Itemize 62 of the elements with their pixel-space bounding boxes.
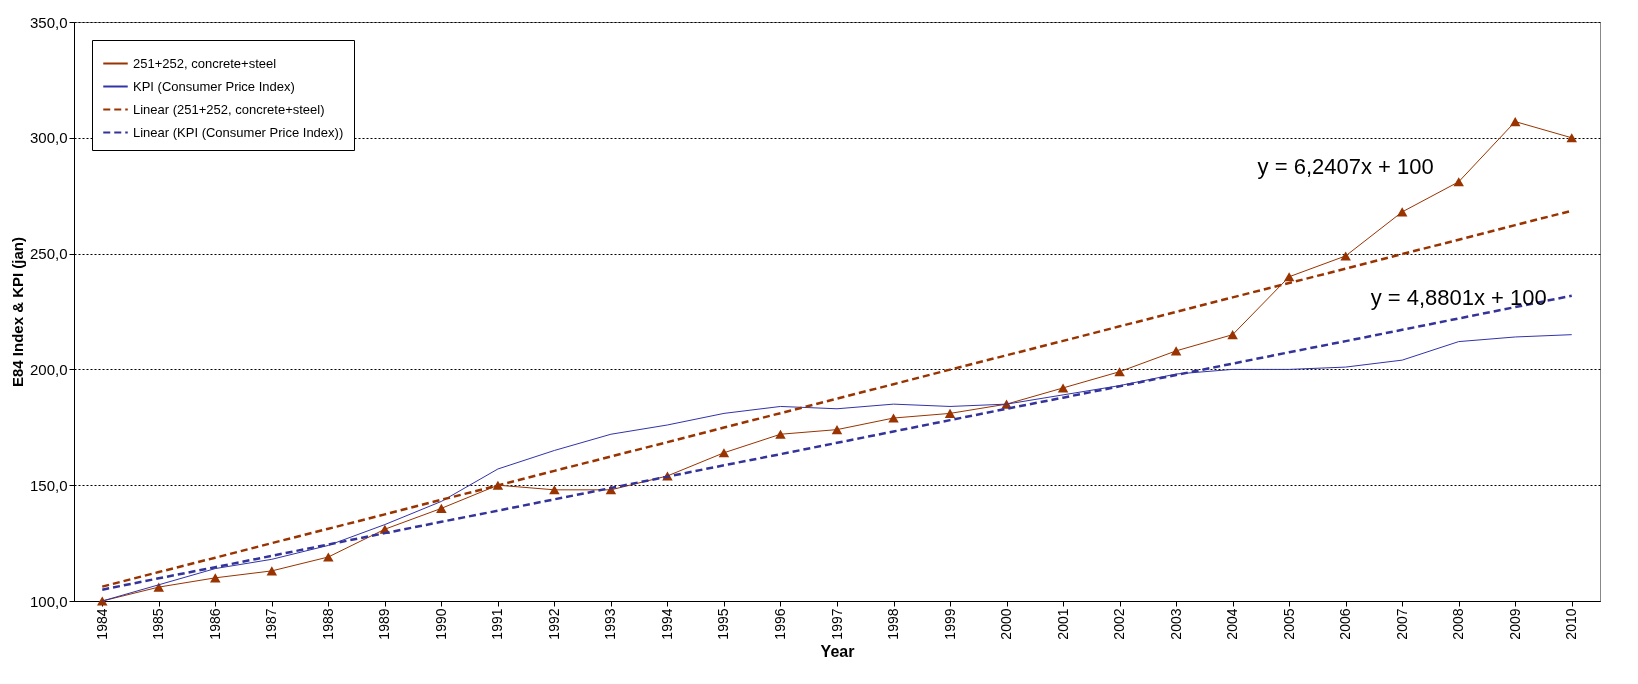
- y-tick-label: 300,0: [29, 129, 68, 147]
- point: [1057, 383, 1069, 393]
- point: [888, 413, 899, 423]
- x-tick-label: 2008: [1450, 608, 1467, 640]
- x-tick-label: 1995: [715, 608, 732, 640]
- point: [97, 596, 108, 606]
- x-tick-label: 1994: [658, 608, 675, 640]
- point: [1566, 133, 1577, 143]
- legend-label: KPI (Consumer Price Index): [133, 78, 295, 94]
- x-tick-label: 1986: [206, 608, 223, 640]
- point: [153, 582, 165, 592]
- x-tick-label: 1987: [263, 608, 280, 640]
- point: [323, 552, 334, 562]
- x-tick-label: 2000: [998, 608, 1015, 640]
- x-tick-label: 1988: [319, 608, 336, 640]
- point: [1283, 272, 1295, 282]
- x-tick-label: 1991: [489, 608, 506, 640]
- x-tick-label: 2010: [1563, 608, 1580, 640]
- legend-label: 251+252, concrete+steel: [133, 55, 277, 71]
- x-tick-label: 2009: [1506, 608, 1523, 640]
- y-axis-title: E84 Index & KPI (jan): [8, 236, 26, 388]
- x-tick-label: 2006: [1337, 608, 1354, 640]
- x-tick-label: 1993: [602, 608, 619, 640]
- x-tick-label: 1989: [376, 608, 393, 640]
- x-tick-label: 1992: [545, 608, 562, 640]
- x-tick-label: 1996: [771, 608, 788, 640]
- x-tick-label: 2002: [1111, 608, 1128, 640]
- point: [266, 566, 278, 576]
- point: [436, 503, 447, 513]
- point: [718, 448, 730, 458]
- x-tick-label: 2007: [1393, 608, 1410, 640]
- annotation: y = 6,2407x + 100: [1257, 153, 1434, 179]
- point: [1170, 346, 1182, 356]
- legend-label: Linear (251+252, concrete+steel): [133, 101, 325, 117]
- x-tick-label: 1990: [432, 608, 449, 640]
- x-tick-label: 2005: [1280, 608, 1297, 640]
- y-tick-label: 250,0: [29, 245, 68, 263]
- point: [944, 408, 956, 418]
- point: [775, 429, 786, 439]
- x-tick-label: 1999: [941, 608, 958, 640]
- point: [1453, 177, 1464, 187]
- point: [549, 485, 560, 495]
- x-tick-label: 1985: [150, 608, 167, 640]
- point: [1227, 330, 1238, 340]
- y-tick-label: 150,0: [29, 476, 68, 494]
- annotation: y = 4,8801x + 100: [1370, 285, 1547, 311]
- x-tick-label: 2004: [1224, 608, 1241, 640]
- x-tick-label: 2001: [1054, 608, 1071, 640]
- x-tick-label: 2003: [1167, 608, 1184, 640]
- point: [1396, 207, 1408, 217]
- y-tick-label: 200,0: [29, 360, 68, 378]
- y-tick-label: 100,0: [29, 592, 68, 610]
- y-tick-label: 350,0: [29, 13, 68, 31]
- point: [831, 425, 843, 435]
- x-tick-label: 1997: [828, 608, 845, 640]
- point: [210, 573, 221, 583]
- x-tick-label: 1984: [93, 608, 110, 640]
- x-axis-title: Year: [820, 642, 855, 660]
- legend-label: Linear (KPI (Consumer Price Index)): [133, 124, 344, 140]
- point: [1114, 367, 1125, 377]
- x-tick-label: 1998: [885, 608, 902, 640]
- point: [1509, 117, 1521, 127]
